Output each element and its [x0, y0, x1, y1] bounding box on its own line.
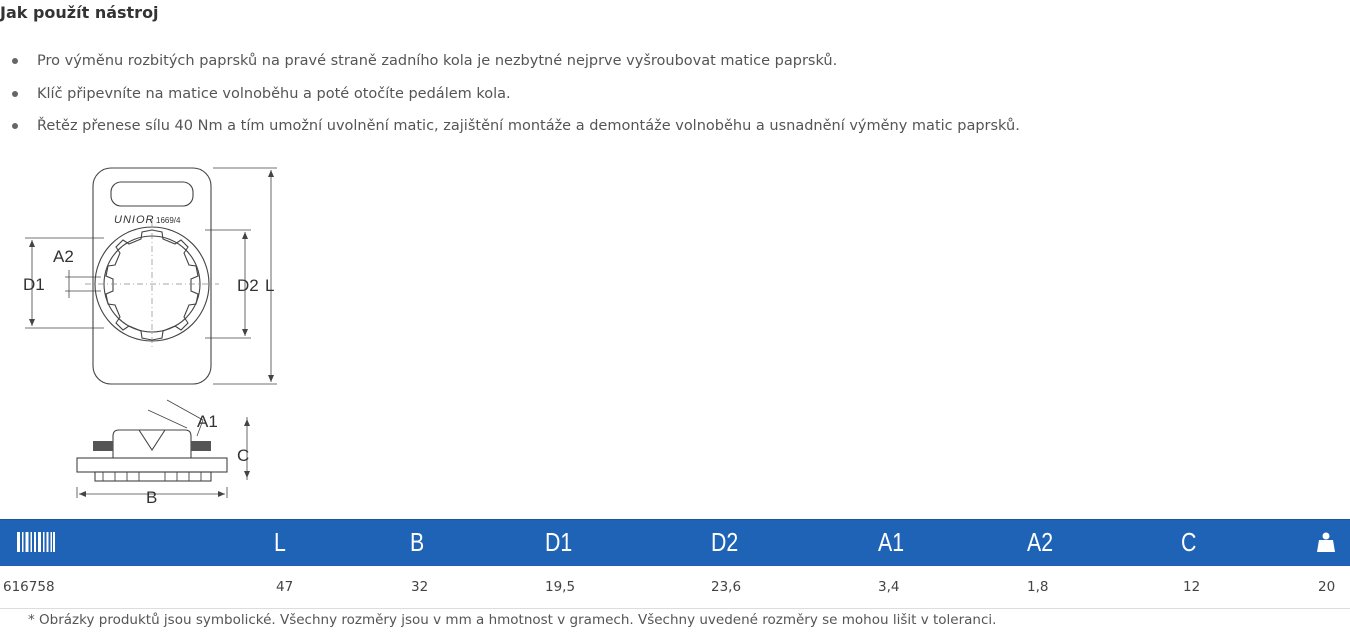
drawing-brand: UNIOR [114, 214, 154, 226]
cell-weight: 20 [1318, 579, 1336, 595]
section-title: Jak použít nástroj [0, 3, 159, 22]
column-header-d2: D2 [711, 527, 739, 557]
cell-d1: 19,5 [545, 579, 576, 595]
barcode-icon [17, 532, 55, 552]
cell-a2: 1,8 [1027, 579, 1049, 595]
label-d1: D1 [23, 275, 45, 294]
table-row: 616758 47 32 19,5 23,6 3,4 1,8 12 20 [0, 566, 1350, 609]
weight-icon [1317, 532, 1335, 552]
tool-body-outline [92, 167, 212, 385]
tool-slot [110, 181, 194, 207]
column-header-l: L [274, 527, 286, 557]
side-dark-block-right [191, 441, 211, 451]
footnote: * Obrázky produktů jsou symbolické. Všec… [28, 612, 997, 628]
cell-d2: 23,6 [711, 579, 742, 595]
list-item: Klíč připevníte na matice volnoběhu a po… [0, 83, 1020, 116]
cell-l: 47 [276, 579, 294, 595]
cell-code: 616758 [3, 579, 55, 595]
label-b: B [146, 488, 157, 507]
column-header-a1: A1 [878, 527, 905, 557]
side-upper-body [112, 429, 192, 458]
column-header-a2: A2 [1027, 527, 1054, 557]
label-a2: A2 [53, 247, 74, 266]
label-d2: D2 [237, 276, 259, 295]
side-dark-block-left [93, 441, 113, 451]
table-header: L B D1 D2 A1 A2 C [0, 519, 1350, 566]
column-header-c: C [1181, 527, 1197, 557]
side-lower-rim [94, 471, 212, 482]
technical-drawing: UNIOR 1669/4 A2 D1 D2 L A1 C B [15, 160, 295, 510]
side-base-plate [76, 457, 228, 473]
label-c: C [237, 446, 249, 465]
side-notch [138, 429, 166, 452]
drawing-model: 1669/4 [156, 216, 181, 225]
column-header-b: B [410, 527, 425, 557]
label-l: L [265, 276, 274, 295]
spec-table: L B D1 D2 A1 A2 C 616758 47 32 19,5 23,6… [0, 519, 1350, 609]
cell-b: 32 [411, 579, 429, 595]
list-item: Řetěz přenese sílu 40 Nm a tím umožní uv… [0, 115, 1020, 148]
list-item: Pro výměnu rozbitých paprsků na pravé st… [0, 50, 1020, 83]
tool-drawing-svg: UNIOR 1669/4 A2 D1 D2 L A1 C B [23, 167, 277, 507]
cell-c: 12 [1183, 579, 1201, 595]
usage-list: Pro výměnu rozbitých paprsků na pravé st… [0, 50, 1020, 148]
cell-a1: 3,4 [878, 579, 900, 595]
column-header-d1: D1 [545, 527, 573, 557]
label-a1: A1 [197, 412, 218, 431]
